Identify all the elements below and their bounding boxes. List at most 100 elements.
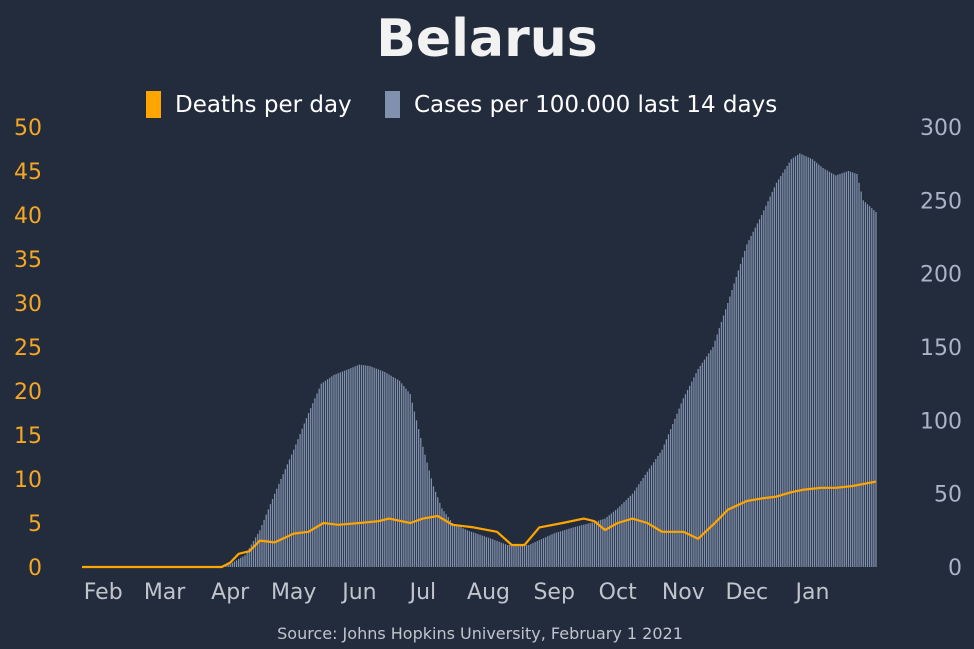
cases-bar (511, 545, 513, 567)
cases-bar (454, 524, 456, 567)
cases-bar (540, 539, 543, 567)
cases-bar (583, 524, 585, 567)
legend-label-deaths: Deaths per day (175, 92, 352, 118)
cases-bar (274, 493, 276, 567)
cases-bar (466, 530, 468, 567)
cases-bar (460, 527, 462, 567)
right-y-tick-label: 50 (934, 483, 962, 508)
cases-bar (513, 545, 515, 567)
cases-bar (430, 478, 432, 567)
cases-bar (722, 315, 725, 567)
cases-bar (252, 541, 255, 567)
cases-bar (339, 372, 341, 567)
cases-bar (799, 153, 801, 567)
cases-bar (227, 564, 229, 567)
left-y-tick-label: 25 (14, 336, 42, 361)
cases-bar (267, 509, 269, 567)
cases-bar (322, 382, 325, 567)
cases-bar (335, 374, 337, 567)
cases-bar (350, 368, 352, 567)
cases-bar (447, 517, 449, 567)
cases-bar (318, 388, 320, 567)
x-tick-label: Oct (599, 580, 637, 605)
cases-bar (619, 506, 621, 567)
cases-bar (434, 491, 437, 567)
cases-bar (570, 528, 572, 567)
cases-bar (490, 538, 492, 567)
cases-bar (231, 562, 233, 567)
cases-bar (797, 154, 799, 567)
cases-bar (801, 154, 803, 567)
cases-bar (856, 173, 858, 567)
cases-bar (697, 369, 699, 567)
cases-bar (422, 446, 424, 567)
x-tick-label: Nov (662, 580, 705, 605)
cases-bar (689, 385, 691, 567)
cases-bar (559, 531, 562, 567)
cases-bar (646, 471, 648, 567)
cases-bar (314, 398, 316, 567)
cases-bar (589, 523, 591, 567)
cases-bar (625, 499, 627, 567)
cases-bar (502, 543, 504, 567)
cases-bar (744, 250, 746, 567)
x-tick-label: Sep (533, 580, 574, 605)
cases-bar (290, 454, 293, 567)
legend: Deaths per day Cases per 100.000 last 14… (146, 91, 777, 118)
cases-bar (407, 391, 409, 567)
cases-bar (424, 454, 426, 567)
left-y-tick-label: 50 (14, 116, 42, 141)
cases-bar (811, 159, 814, 567)
cases-bar (464, 529, 466, 567)
cases-bar (648, 468, 651, 567)
cases-bar (369, 366, 371, 567)
cases-bar (595, 521, 598, 567)
cases-bar (242, 556, 244, 567)
cases-bar (506, 545, 509, 567)
cases-bar (763, 210, 765, 567)
x-axis: Feb Mar Apr May Jun Jul Aug Sep Oct Nov Dec Jan (84, 580, 830, 605)
cases-bar (784, 169, 786, 567)
cases-bar (813, 161, 816, 567)
cases-bar (352, 367, 354, 567)
deaths-line (82, 480, 877, 569)
cases-bar (456, 525, 458, 567)
cases-bar (530, 544, 532, 567)
cases-bar (244, 555, 246, 567)
cases-bar (621, 504, 623, 567)
cases-bar (841, 173, 843, 567)
cases-bar (672, 424, 674, 567)
cases-bar (858, 182, 860, 568)
cases-bar (240, 557, 242, 567)
cases-bar (549, 535, 551, 567)
cases-bar (532, 543, 534, 567)
x-tick-label: Feb (84, 580, 123, 605)
cases-bar (680, 403, 682, 567)
cases-bar (705, 356, 708, 567)
cases-bar (449, 520, 452, 567)
cases-bar (839, 173, 841, 567)
cases-bar (326, 379, 329, 567)
cases-bar (746, 244, 748, 567)
cases-bar (485, 536, 488, 567)
cases-bar (566, 529, 568, 567)
cases-bar (504, 544, 507, 567)
cases-bar (737, 270, 740, 567)
cases-bar (775, 182, 778, 568)
x-tick-label: Jun (340, 580, 376, 605)
cases-bar (269, 504, 272, 567)
cases-bar (614, 510, 617, 567)
cases-bar (591, 522, 593, 567)
cases-bar (348, 369, 350, 567)
cases-bar (521, 545, 524, 567)
legend-swatch-cases (385, 91, 400, 118)
cases-bar (767, 201, 769, 568)
cases-bar (633, 490, 636, 567)
cases-bar (655, 459, 657, 567)
cases-bar (780, 176, 782, 567)
x-tick-label: Mar (144, 580, 186, 605)
cases-bar (691, 381, 693, 567)
cases-bar (526, 545, 528, 567)
cases-bar (650, 465, 653, 567)
cases-bar (394, 378, 396, 567)
